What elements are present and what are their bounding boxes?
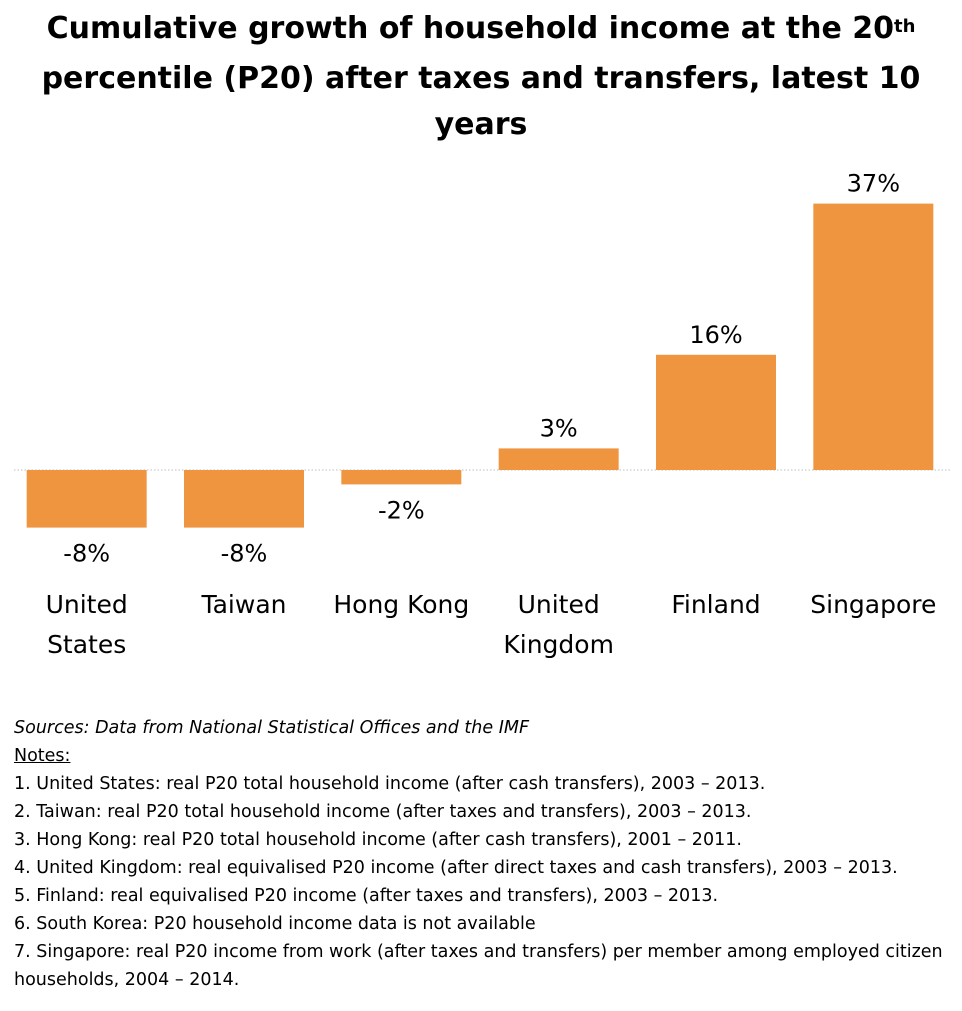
category-label-2: Hong Kong — [333, 590, 469, 619]
note-1: 1. United States: real P20 total househo… — [14, 774, 766, 794]
category-label-3: United Kingdom — [503, 590, 614, 659]
value-label-1: -8% — [221, 540, 268, 568]
bar-chart: -8% United States -8% Taiwan -2% Hong Kong 3% Un… — [14, 170, 950, 659]
notes-heading: Notes: — [14, 746, 71, 766]
chart-title-line-1: Cumulative growth of household income at… — [0, 6, 962, 56]
bar-0 — [26, 470, 147, 528]
note-7: 7. Singapore: real P20 income from work … — [14, 942, 943, 990]
value-label-4: 16% — [689, 321, 742, 349]
category-label-4: Finland — [671, 590, 760, 619]
note-2: 2. Taiwan: real P20 total household inco… — [14, 802, 752, 822]
sources-line: Sources: Data from National Statistical … — [14, 718, 530, 738]
category-label-0: United States — [46, 590, 128, 659]
value-label-5: 37% — [847, 170, 900, 198]
chart-title-line-2: percentile (P20) after taxes and transfe… — [41, 61, 921, 142]
chart-title: Cumulative growth of household income at… — [0, 6, 962, 148]
value-label-0: -8% — [63, 540, 110, 568]
note-6: 6. South Korea: P20 household income dat… — [14, 914, 536, 934]
category-label-5: Singapore — [810, 590, 936, 619]
footer: Sources: Data from National Statistical … — [14, 714, 954, 994]
value-label-3: 3% — [540, 414, 578, 442]
bar-2 — [341, 470, 462, 485]
bar-5 — [813, 203, 934, 470]
bar-4 — [656, 354, 776, 470]
bar-1 — [184, 470, 304, 528]
chart-title-superscript: th — [893, 16, 916, 37]
value-label-2: -2% — [378, 496, 425, 524]
notes-list: 1. United States: real P20 total househo… — [14, 770, 954, 994]
note-5: 5. Finland: real equivalised P20 income … — [14, 886, 719, 906]
bar-3 — [498, 448, 619, 470]
category-label-1: Taiwan — [200, 590, 286, 619]
chart-title-main: Cumulative growth of household income at… — [46, 11, 894, 46]
note-3: 3. Hong Kong: real P20 total household i… — [14, 830, 742, 850]
note-4: 4. United Kingdom: real equivalised P20 … — [14, 858, 898, 878]
